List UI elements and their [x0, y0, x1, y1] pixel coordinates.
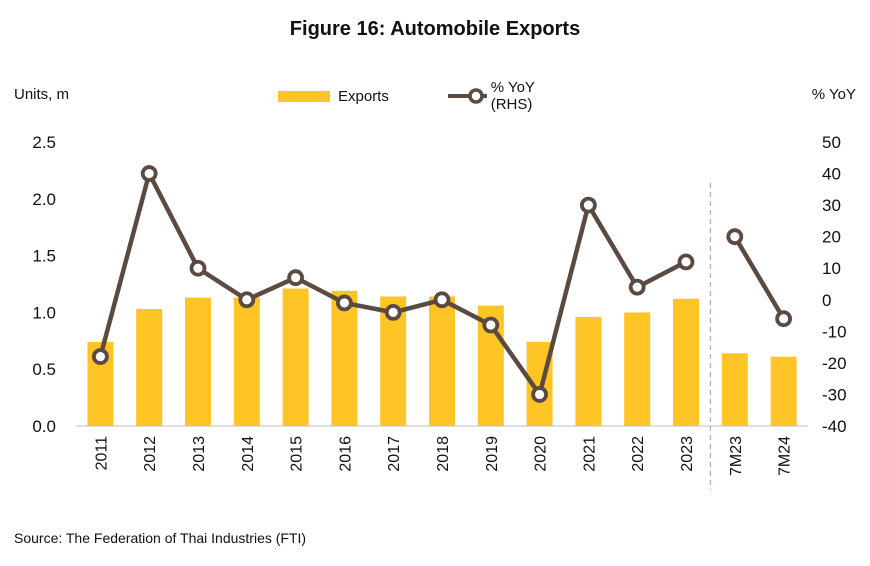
legend-item-yoy: % YoY (RHS) [446, 79, 552, 113]
x-axis-tick-label: 2020 [533, 436, 550, 472]
legend-line-swatch [448, 88, 487, 104]
yoy-point-2015 [287, 269, 305, 287]
right-axis-unit-label: % YoY [811, 86, 856, 103]
bar-exports-2022 [624, 312, 651, 426]
yoy-point-2012 [140, 165, 158, 182]
right-axis-tick-label: 20 [822, 228, 841, 247]
yoy-point-2014 [238, 291, 256, 309]
bar-exports-2015 [282, 288, 309, 426]
x-axis-tick-label: 2015 [289, 436, 306, 472]
yoy-point-7M23 [726, 228, 744, 246]
x-axis-tick-label: 2019 [484, 436, 501, 472]
left-axis-tick-label: 2.5 [32, 133, 56, 152]
bar-exports-7M24 [770, 356, 797, 426]
yoy-point-7M24 [775, 310, 792, 328]
x-axis-tick-label: 2016 [337, 436, 354, 472]
bar-exports-2021 [575, 316, 602, 426]
yoy-line-segment-2 [732, 235, 786, 320]
legend-bar-swatch [278, 90, 330, 102]
source-note: Source: The Federation of Thai Industrie… [14, 530, 307, 546]
yoy-point-2016 [335, 294, 353, 312]
chart-title: Figure 16: Automobile Exports [289, 18, 581, 40]
left-axis-tick-label: 2.0 [32, 190, 56, 209]
legend-label-yoy: % YoY (RHS) [490, 79, 535, 113]
bar-exports-2023 [673, 298, 699, 426]
left-axis-unit-label: Units, m [14, 86, 70, 103]
right-axis-tick-label: -40 [822, 417, 847, 436]
yoy-point-2013 [189, 259, 207, 277]
right-axis-tick-label: 0 [822, 291, 831, 310]
right-axis-tick-label: -30 [822, 385, 847, 404]
right-axis-tick-label: -10 [822, 322, 847, 341]
x-axis-tick-label: 2011 [93, 436, 110, 471]
yoy-point-2011 [92, 348, 109, 365]
yoy-point-2023 [677, 253, 695, 271]
x-axis-tick-label: 2022 [630, 436, 647, 472]
bar-exports-2016 [331, 290, 358, 426]
yoy-point-2018 [433, 291, 451, 309]
legend-item-exports: Exports [278, 84, 389, 108]
bar-exports-2013 [185, 297, 211, 426]
right-axis-tick-label: 50 [822, 133, 841, 152]
bar-exports-2012 [136, 308, 163, 426]
x-axis-tick-label: 7M24 [777, 436, 794, 476]
x-axis-tick-label: 2017 [386, 436, 403, 472]
left-axis-tick-label: 0.0 [32, 417, 56, 436]
x-axis-tick-label: 2021 [581, 436, 598, 472]
bar-exports-7M23 [721, 353, 748, 426]
x-axis-tick-label: 2014 [240, 436, 257, 472]
yoy-point-2017 [384, 303, 402, 321]
right-axis-tick-label: 10 [822, 259, 841, 278]
right-axis-tick-label: -20 [822, 354, 847, 373]
yoy-point-2021 [580, 196, 597, 214]
yoy-point-2019 [482, 316, 500, 334]
left-axis-tick-label: 1.5 [32, 247, 56, 266]
right-axis-tick-label: 30 [822, 196, 841, 215]
x-axis-tick-label: 7M23 [728, 436, 745, 476]
x-axis-tick-label: 2012 [142, 436, 159, 472]
x-axis-tick-label: 2013 [191, 436, 208, 472]
yoy-point-2020 [531, 386, 548, 403]
legend-label-exports: Exports [338, 87, 389, 105]
bar-exports-2014 [233, 297, 260, 426]
left-axis-tick-label: 0.5 [32, 360, 56, 379]
bar-exports-2018 [429, 296, 455, 426]
left-axis-tick-label: 1.0 [32, 303, 56, 322]
right-axis-tick-label: 40 [822, 165, 841, 184]
yoy-point-2022 [628, 278, 646, 296]
x-axis-tick-label: 2018 [435, 436, 452, 472]
x-axis-tick-label: 2023 [679, 436, 696, 472]
